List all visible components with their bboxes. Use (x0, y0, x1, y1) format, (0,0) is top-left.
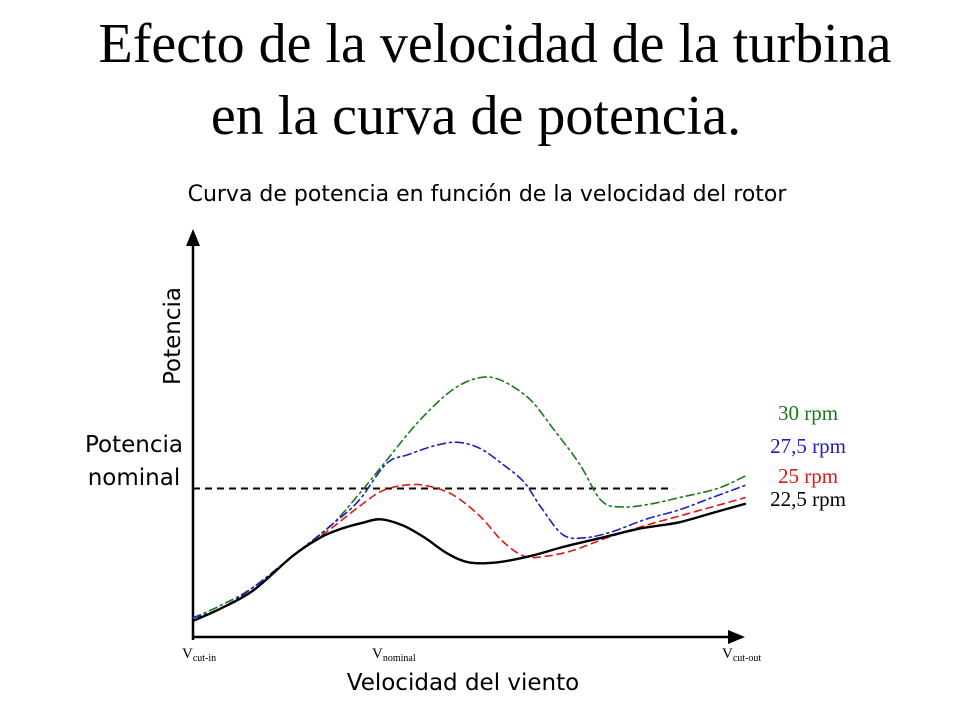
legend-label-30-rpm: 30 rpm (778, 401, 838, 425)
reference-label-line-2: nominal (88, 465, 181, 491)
legend-label-25-rpm: 25 rpm (778, 464, 838, 488)
series-line-22-5-rpm (191, 502, 747, 623)
slide-title-line-1: Efecto de la velocidad de la turbina (98, 13, 892, 75)
legend-label-27-5-rpm: 27,5 rpm (770, 434, 846, 458)
slide-title: Efecto de la velocidad de la turbina en … (0, 8, 960, 152)
series-line-30-rpm (192, 376, 746, 619)
series-line-25-rpm (192, 483, 746, 622)
y-axis-arrowhead (186, 229, 200, 246)
x-tick-label-nominal: Vnominal (372, 646, 416, 664)
series-line-27-5-rpm (192, 441, 746, 619)
chart-title: Curva de potencia en función de la veloc… (188, 182, 788, 207)
x-axis-arrowhead (728, 630, 745, 644)
reference-label-line-1: Potencia (85, 432, 183, 458)
x-axis-label: Velocidad del viento (347, 670, 579, 696)
slide-title-line-2: en la curva de potencia. (210, 85, 742, 147)
y-axis-label: Potencia (160, 287, 186, 385)
x-tick-label-cut-out: Vcut-out (722, 646, 761, 664)
legend-label-22-5-rpm: 22,5 rpm (770, 487, 846, 511)
x-tick-label-cut-in: Vcut-in (182, 646, 216, 664)
